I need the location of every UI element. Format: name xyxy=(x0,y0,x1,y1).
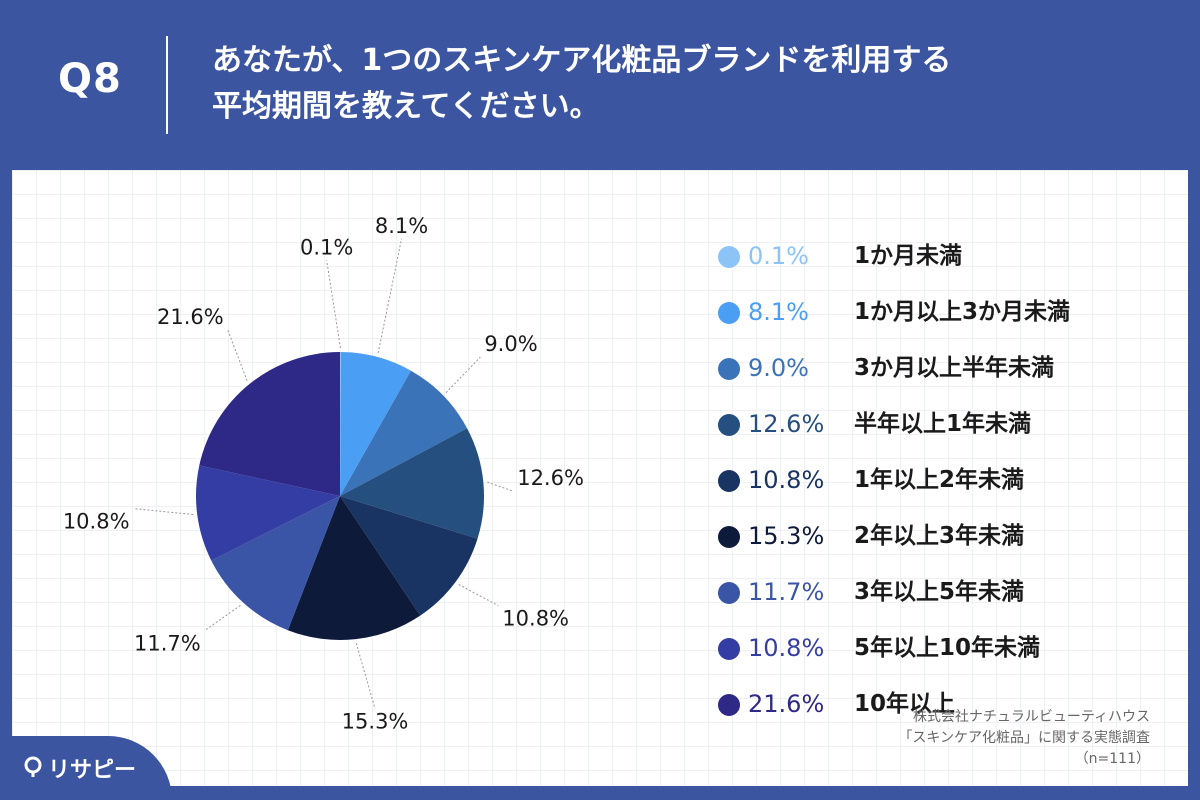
logo: リサピー xyxy=(0,736,172,800)
question-number: Q8 xyxy=(58,56,122,102)
legend-swatch xyxy=(718,414,740,436)
legend-item: 10.8% 5年以上10年未満 xyxy=(710,624,1180,680)
pie-data-label: 15.3% xyxy=(342,710,409,734)
pie-leader-line xyxy=(204,605,241,631)
legend-item: 15.3% 2年以上3年未満 xyxy=(710,512,1180,568)
header: Q8 あなたが、1つのスキンケア化粧品ブランドを利用する 平均期間を教えてくださ… xyxy=(0,0,1200,168)
legend-label: 1か月以上3か月未満 xyxy=(854,299,1071,325)
legend-swatch xyxy=(718,470,740,492)
pie-data-label: 9.0% xyxy=(484,332,537,356)
chart-panel: 0.1% 8.1% 9.0% 12.6% 10.8% 15.3% 11.7% 10.8% 21.… xyxy=(12,170,1188,786)
legend-label: 3年以上5年未満 xyxy=(854,579,1025,605)
legend-value: 15.3% xyxy=(748,522,825,550)
legend-swatch xyxy=(718,694,740,716)
pie-leader-line xyxy=(377,238,403,354)
legend-item: 8.1% 1か月以上3か月未満 xyxy=(710,288,1180,344)
pie-leader-line xyxy=(326,260,341,349)
pie-slice xyxy=(211,496,340,631)
legend-value: 21.6% xyxy=(748,690,825,718)
legend-label: 2年以上3年未満 xyxy=(854,523,1025,549)
legend-swatch xyxy=(718,302,740,324)
legend-value: 0.1% xyxy=(748,242,809,270)
legend-label: 1か月未満 xyxy=(854,243,963,269)
legend-swatch xyxy=(718,246,740,268)
source-sample-size: （n=111） xyxy=(1074,751,1150,767)
pie-slice xyxy=(340,370,468,496)
pie-chart: 0.1% 8.1% 9.0% 12.6% 10.8% 15.3% 11.7% 10.8% 21.… xyxy=(63,214,584,734)
legend-value: 12.6% xyxy=(748,410,825,438)
pie-slice xyxy=(340,496,478,616)
legend-swatch xyxy=(718,582,740,604)
legend-value: 8.1% xyxy=(748,298,809,326)
source-survey: 「スキンケア化粧品」に関する実態調査 xyxy=(898,730,1150,746)
question-title: あなたが、1つのスキンケア化粧品ブランドを利用する 平均期間を教えてください。 xyxy=(212,38,1172,130)
pie-data-label: 21.6% xyxy=(157,305,224,329)
pie-data-label: 12.6% xyxy=(517,466,584,490)
pie-data-label: 11.7% xyxy=(134,631,201,655)
pie-data-label: 8.1% xyxy=(375,214,428,238)
source-note: 株式会社ナチュラルビューティハウス 「スキンケア化粧品」に関する実態調査 （n=… xyxy=(898,707,1150,770)
legend-label: 半年以上1年未満 xyxy=(854,411,1032,437)
legend-item: 0.1% 1か月未満 xyxy=(710,232,1180,288)
legend-swatch xyxy=(718,358,740,380)
legend: 0.1% 1か月未満 8.1% 1か月以上3か月未満 9.0% 3か月以上半年未満 12.6… xyxy=(710,232,1180,736)
source-company: 株式会社ナチュラルビューティハウス xyxy=(912,709,1150,725)
legend-label: 5年以上10年未満 xyxy=(854,635,1041,661)
pie-leader-line xyxy=(445,356,481,394)
legend-value: 11.7% xyxy=(748,578,825,606)
question-title-line1: あなたが、1つのスキンケア化粧品ブランドを利用する xyxy=(212,43,952,78)
legend-item: 11.7% 3年以上5年未満 xyxy=(710,568,1180,624)
pie-slice xyxy=(196,465,340,561)
pie-leader-line xyxy=(355,642,376,709)
pie-data-label: 10.8% xyxy=(502,607,569,631)
logo-text: リサピー xyxy=(48,758,137,783)
legend-value: 9.0% xyxy=(748,354,809,382)
legend-value: 10.8% xyxy=(748,634,825,662)
legend-swatch xyxy=(718,526,740,548)
legend-item: 9.0% 3か月以上半年未満 xyxy=(710,344,1180,400)
legend-label: 1年以上2年未満 xyxy=(854,467,1025,493)
pie-leader-line xyxy=(133,508,194,516)
legend-label: 3か月以上半年未満 xyxy=(854,355,1055,381)
pin-icon xyxy=(24,756,42,777)
pie-leader-line xyxy=(227,329,248,381)
pie-leader-line xyxy=(458,584,499,607)
legend-item: 10.8% 1年以上2年未満 xyxy=(710,456,1180,512)
pie-leader-line xyxy=(487,481,514,492)
pie-slice xyxy=(199,352,340,496)
header-divider xyxy=(166,36,168,134)
legend-value: 10.8% xyxy=(748,466,825,494)
pie-slice xyxy=(287,496,421,640)
question-title-line2: 平均期間を教えてください。 xyxy=(212,89,600,124)
pie-slice xyxy=(340,428,484,539)
legend-item: 21.6% 10年以上 xyxy=(710,680,1180,736)
legend-item: 12.6% 半年以上1年未満 xyxy=(710,400,1180,456)
pie-slice xyxy=(340,352,341,496)
legend-swatch xyxy=(718,638,740,660)
pie-slice xyxy=(340,352,411,496)
legend-label: 10年以上 xyxy=(854,691,956,717)
pie-data-label: 10.8% xyxy=(63,510,130,534)
pie-data-label: 0.1% xyxy=(300,235,353,259)
